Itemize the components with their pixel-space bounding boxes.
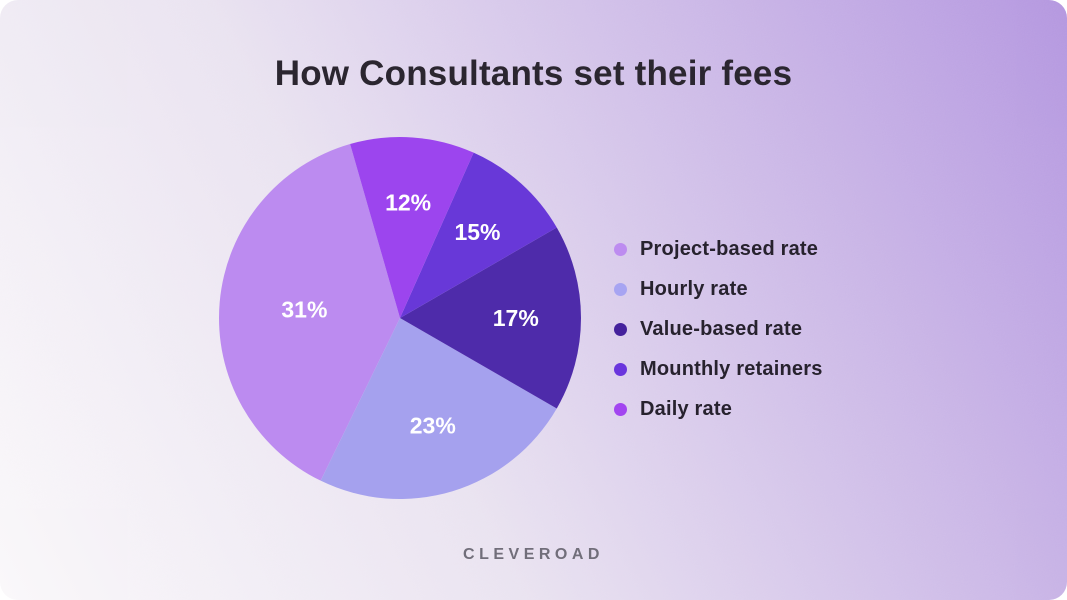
pie-slice-mounthly-retainers [400,152,557,318]
pie-slice-percentage-label: 23% [410,412,456,438]
pie-slice-percentage-label: 17% [493,305,539,331]
legend-dot-icon [614,242,627,256]
legend-item-daily-rate: Daily rate [614,389,823,429]
legend-dot-icon [614,322,627,336]
brand-logo: CLEVEROAD [463,546,604,563]
pie-slice-hourly-rate [320,318,557,500]
pie-slice-percentage-label: 15% [454,219,500,245]
pie-chart: 31% 23% 17% 15% 12% [218,136,581,500]
chart-title: How Consultants set their fees [274,54,793,93]
legend-item-label: Daily rate [640,397,733,420]
legend-item-label: Mounthly retainers [640,357,823,380]
legend-dot-icon [614,402,627,416]
pie-slice-project-based-rate [218,144,400,481]
legend-item-label: Project-based rate [640,237,819,260]
pie-slice-daily-rate [350,136,474,318]
legend-item-project-based-rate: Project-based rate [614,229,823,269]
legend-item-label: Hourly rate [640,277,748,300]
legend-dot-icon [614,362,627,376]
legend-item-mounthly-retainers: Mounthly retainers [614,349,823,389]
legend: Project-based rate Hourly rate Value-bas… [614,229,823,429]
legend-item-label: Value-based rate [640,317,803,340]
pie-slice-value-based-rate [400,227,581,409]
pie-slice-percentage-label: 12% [385,189,431,215]
pie-slice-percentage-label: 31% [281,297,327,323]
legend-dot-icon [614,282,627,296]
legend-item-value-based-rate: Value-based rate [614,309,823,349]
legend-item-hourly-rate: Hourly rate [614,269,823,309]
